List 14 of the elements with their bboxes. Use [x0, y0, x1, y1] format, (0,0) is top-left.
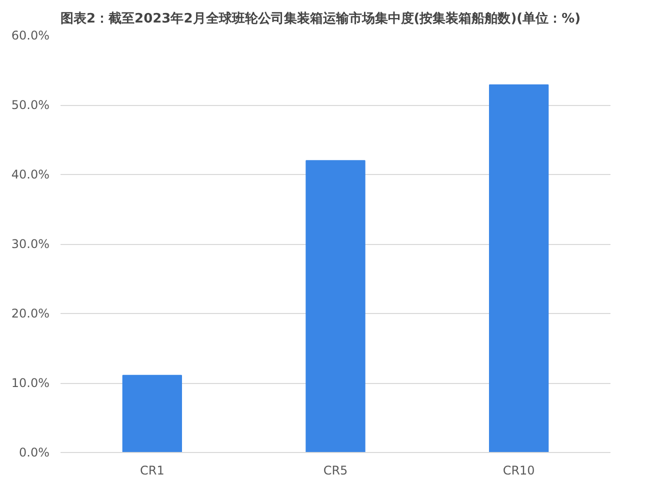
- y-tick-label: 50.0%: [11, 98, 50, 112]
- y-tick-label: 0.0%: [19, 446, 50, 460]
- y-tick-label: 20.0%: [11, 306, 50, 320]
- bar: [489, 84, 549, 452]
- y-tick-label: 60.0%: [11, 28, 50, 42]
- bar: [122, 374, 182, 452]
- x-tick-label: CR10: [502, 464, 535, 478]
- y-tick-label: 30.0%: [11, 237, 50, 251]
- chart-title: 图表2：截至2023年2月全球班轮公司集装箱运输市场集中度(按集装箱船舶数)(单位：%): [60, 10, 581, 26]
- y-tick-label: 10.0%: [11, 376, 50, 390]
- x-tick-label: CR5: [323, 464, 348, 478]
- bar: [306, 160, 366, 452]
- y-tick-label: 40.0%: [11, 168, 50, 182]
- x-tick-label: CR1: [140, 464, 164, 478]
